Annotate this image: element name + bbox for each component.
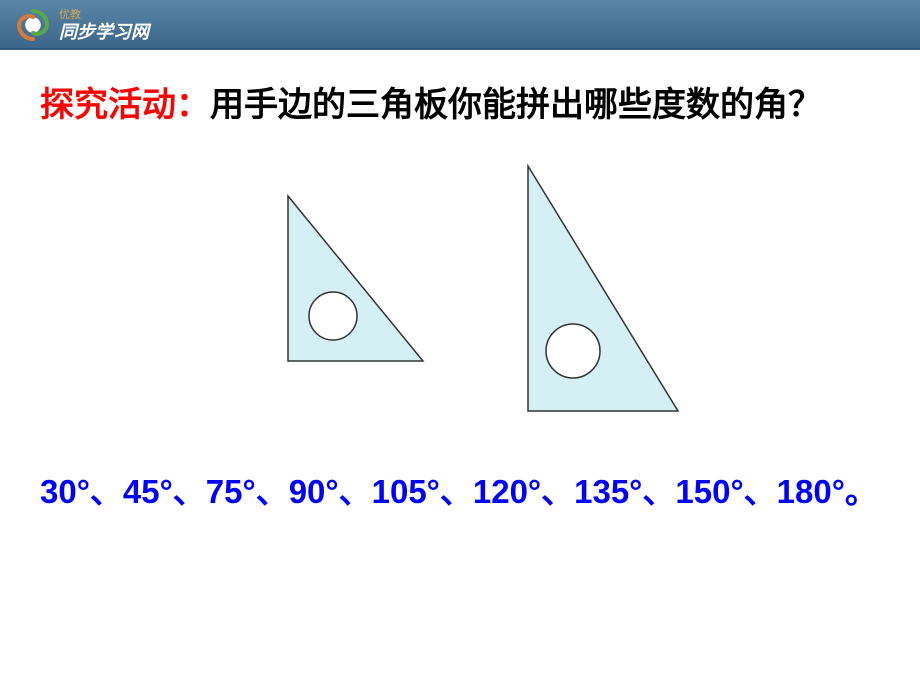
title-prefix: 探究活动： — [40, 86, 210, 124]
header-bar: 优教 同步学习网 — [0, 0, 920, 50]
title-line: 探究活动：用手边的三角板你能拼出哪些度数的角？ — [40, 80, 880, 131]
content-area: 探究活动：用手边的三角板你能拼出哪些度数的角？ 30°、45°、75°、90°、… — [0, 50, 920, 549]
logo-swirl-icon — [15, 7, 51, 43]
logo-main-text: 同步学习网 — [59, 23, 149, 41]
triangles-container — [40, 156, 880, 426]
triangle-2-hole — [546, 324, 600, 378]
answer-text: 30°、45°、75°、90°、105°、120°、135°、150°、180°… — [40, 466, 880, 519]
logo-small-text: 优教 — [59, 10, 149, 21]
logo-container: 优教 同步学习网 — [15, 7, 149, 43]
logo-text-wrap: 优教 同步学习网 — [59, 10, 149, 41]
triangle-1 — [238, 186, 428, 376]
logo-icon — [15, 7, 51, 43]
triangle-1-svg — [238, 186, 428, 371]
title-main: 用手边的三角板你能拼出哪些度数的角？ — [210, 86, 822, 124]
triangle-2-svg — [488, 156, 683, 421]
triangle-2 — [488, 156, 683, 426]
triangle-1-hole — [309, 292, 357, 340]
triangle-1-shape — [288, 196, 423, 361]
triangle-2-shape — [528, 166, 678, 411]
